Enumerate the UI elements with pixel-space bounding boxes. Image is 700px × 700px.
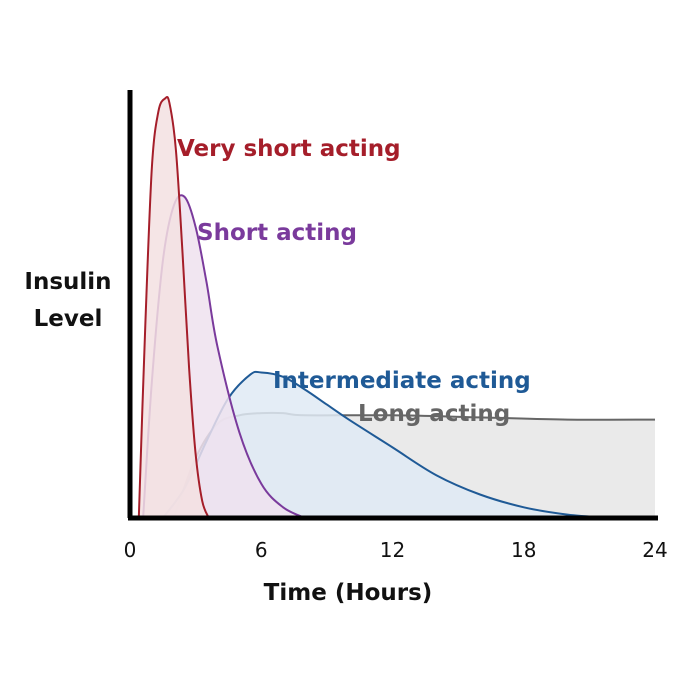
series-layer <box>137 95 656 519</box>
series-labels: Long acting Intermediate acting Short acti… <box>177 136 531 427</box>
curve-very-short-acting <box>137 95 210 519</box>
label-short-acting: Short acting <box>197 220 357 246</box>
x-tick-0: 0 <box>124 538 137 562</box>
label-very-short-acting: Very short acting <box>177 136 401 162</box>
y-axis-title-line-1: Insulin <box>24 269 111 295</box>
x-tick-12: 12 <box>380 538 405 562</box>
label-intermediate-acting: Intermediate acting <box>273 368 531 394</box>
x-tick-24: 24 <box>642 538 667 562</box>
x-axis-title: Time (Hours) <box>264 580 433 606</box>
x-tick-labels: 0 6 12 18 24 <box>124 538 668 562</box>
x-tick-18: 18 <box>511 538 536 562</box>
x-tick-6: 6 <box>255 538 268 562</box>
y-axis-title-line-2: Level <box>34 306 103 332</box>
label-long-acting: Long acting <box>358 401 510 427</box>
